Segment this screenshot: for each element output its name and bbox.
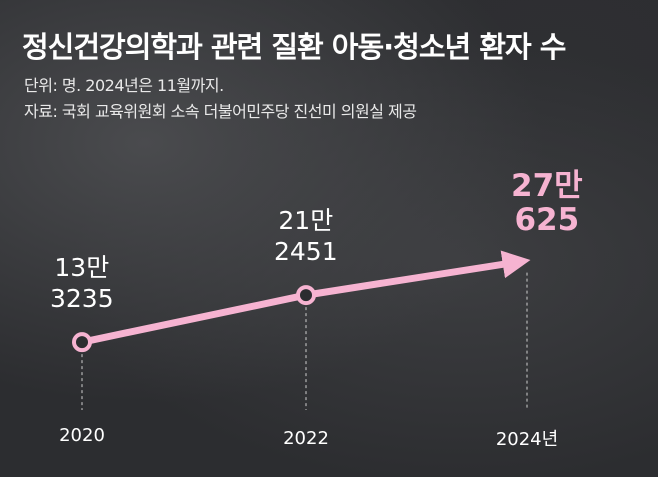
data-label-line2: 625 <box>514 201 580 238</box>
x-tick-label-1: 2022 <box>283 428 329 449</box>
data-point-1 <box>296 285 316 306</box>
data-label-line2: 2451 <box>274 237 338 267</box>
unit-note: 단위: 명. 2024년은 11월까지. <box>24 76 224 95</box>
series-line-segment-1 <box>305 250 531 299</box>
x-tick-label-2: 2024년 <box>495 429 559 450</box>
data-label-line1: 21만 <box>278 206 334 236</box>
data-label-line1: 27만 <box>511 167 583 204</box>
data-label-line1: 13만 <box>54 253 110 283</box>
data-label-line2: 3235 <box>50 284 114 314</box>
x-tick-label-0: 2020 <box>59 425 105 446</box>
data-label-1: 21만 2451 <box>274 205 338 267</box>
data-point-0 <box>72 332 92 353</box>
data-label-0: 13만 3235 <box>50 252 114 314</box>
series-line-segment-0 <box>81 291 307 346</box>
source-note: 자료: 국회 교육위원회 소속 더불어민주당 진선미 의원실 제공 <box>24 102 417 121</box>
chart-title: 정신건강의학과 관련 질환 아동·청소년 환자 수 <box>22 30 566 64</box>
data-label-2: 27만 625 <box>511 169 583 237</box>
